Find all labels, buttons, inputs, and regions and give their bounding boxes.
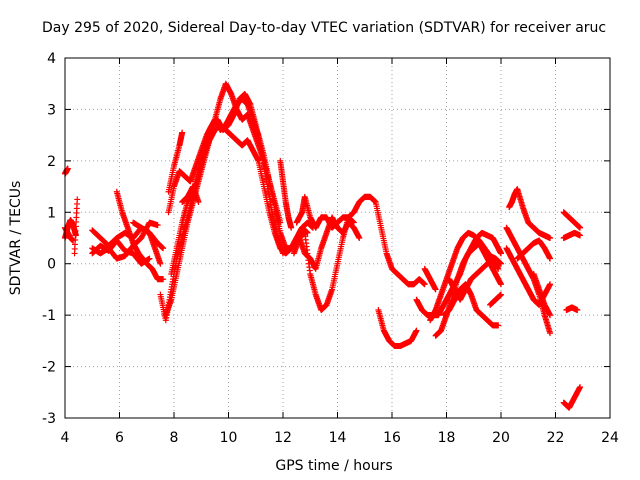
data-point (495, 322, 502, 329)
data-series-s32 (530, 271, 554, 319)
data-point (547, 312, 554, 319)
data-series-s01 (62, 165, 71, 177)
data-series-s33 (560, 209, 584, 231)
y-tick-label: 0 (47, 257, 56, 273)
data-series-s22 (427, 229, 504, 324)
data-point (160, 245, 167, 252)
data-series-s19 (296, 214, 363, 272)
x-tick-label: 16 (383, 430, 401, 446)
data-series-s04 (71, 196, 81, 257)
data-point (288, 224, 295, 231)
x-tick-label: 6 (115, 430, 124, 446)
grid-layer (65, 58, 610, 418)
x-axis-label: GPS time / hours (275, 458, 392, 474)
data-series-s29 (503, 224, 554, 337)
data-series-s14 (165, 129, 186, 195)
data-point (498, 250, 504, 257)
data-point (498, 281, 504, 288)
data-series-s27 (487, 291, 504, 308)
data-series-s26 (446, 255, 502, 303)
data-point (495, 265, 502, 272)
x-tick-label: 4 (61, 430, 70, 446)
x-tick-label: 8 (170, 430, 179, 446)
data-point (64, 165, 71, 172)
data-point (498, 260, 504, 267)
x-tick-label: 24 (601, 430, 619, 446)
data-point (195, 199, 202, 205)
data-point (577, 232, 584, 239)
data-series-s16 (277, 157, 295, 231)
data-point (547, 235, 554, 241)
data-series-s28 (506, 186, 554, 241)
data-series-s25 (421, 265, 439, 293)
data-series-s30 (503, 245, 554, 308)
data-point (421, 281, 428, 288)
y-axis-label: SDTVAR / TECUs (8, 181, 24, 296)
data-point (498, 291, 504, 298)
data-series-s08 (113, 188, 167, 283)
data-point (74, 196, 81, 203)
data-point (157, 260, 164, 267)
y-tick-label: -1 (42, 308, 56, 324)
data-series-s17 (293, 193, 428, 288)
data-series-s36 (560, 384, 584, 411)
data-point (547, 281, 554, 288)
data-point (547, 255, 554, 262)
data-series-s15 (179, 183, 202, 205)
y-tick-label: 4 (47, 51, 56, 67)
x-tick-label: 14 (329, 430, 347, 446)
chart-title: Day 295 of 2020, Sidereal Day-to-day VTE… (42, 20, 606, 36)
data-point (432, 286, 439, 293)
data-point (356, 235, 363, 241)
y-tick-label: 2 (47, 154, 56, 170)
x-tick-label: 12 (274, 430, 292, 446)
data-point (574, 307, 581, 313)
x-tick-label: 10 (220, 430, 238, 446)
data-point (277, 219, 284, 226)
data-point (179, 129, 186, 136)
y-tick-label: 3 (47, 102, 56, 118)
data-series-s20 (375, 307, 420, 349)
data-series-s31 (514, 237, 554, 262)
data-series-s13 (165, 91, 286, 257)
data-point (280, 250, 286, 257)
data-series-s35 (563, 304, 581, 313)
data-point (577, 384, 584, 391)
data-point (547, 330, 554, 337)
y-tick-label: -2 (42, 360, 56, 376)
data-point (160, 276, 167, 283)
data-series-s09 (130, 219, 167, 252)
y-tick-label: 1 (47, 205, 56, 221)
x-tick-label: 20 (492, 430, 510, 446)
x-tick-label: 22 (547, 430, 565, 446)
data-layer (62, 80, 584, 411)
data-series-s34 (560, 229, 584, 241)
y-tick-label: -3 (42, 411, 56, 427)
data-point (146, 255, 153, 262)
data-point (577, 224, 584, 231)
x-tick-label: 18 (438, 430, 456, 446)
data-point (413, 327, 420, 334)
data-point (154, 222, 161, 229)
